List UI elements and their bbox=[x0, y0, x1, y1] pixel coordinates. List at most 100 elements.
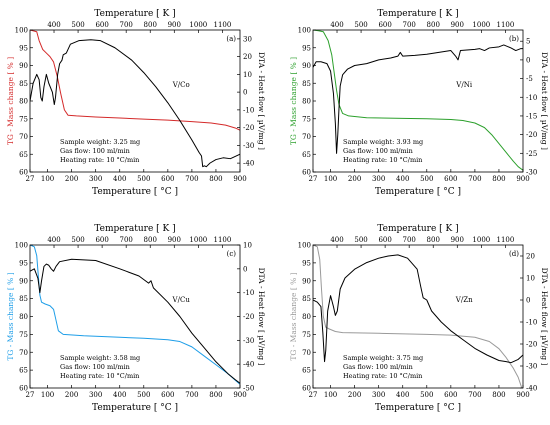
left-axis-title: TG - Mass change [ % ] bbox=[6, 272, 15, 360]
left-tick-label: 75 bbox=[19, 115, 28, 123]
top-tick-label: 700 bbox=[119, 21, 132, 29]
x-tick-label: 500 bbox=[137, 391, 150, 399]
right-tick-label: -30 bbox=[526, 169, 537, 177]
x-tick-label: 400 bbox=[396, 175, 409, 183]
measurement-note: Gas flow: 100 ml/min bbox=[60, 363, 130, 371]
top-tick-label: 700 bbox=[119, 236, 132, 244]
right-tick-label: 5 bbox=[526, 38, 530, 46]
top-tick-label: 500 bbox=[71, 236, 84, 244]
left-tick-label: 95 bbox=[19, 44, 28, 52]
measurement-note: Sample weight: 3.93 mg bbox=[343, 138, 423, 146]
top-tick-label: 1000 bbox=[472, 21, 490, 29]
right-tick-label: 30 bbox=[243, 35, 252, 43]
top-tick-label: 600 bbox=[95, 21, 108, 29]
top-tick-label: 1000 bbox=[189, 21, 207, 29]
x-tick-label: 900 bbox=[233, 391, 246, 399]
x-axis-title-celsius: Temperature [ °C ] bbox=[375, 403, 461, 413]
right-tick-label: -40 bbox=[243, 361, 254, 369]
right-axis-title: DTA - Heat flow [ µV/mg ] bbox=[540, 52, 549, 150]
x-tick-label: 400 bbox=[396, 391, 409, 399]
right-tick-label: 10 bbox=[243, 71, 252, 79]
right-tick-label: -30 bbox=[243, 142, 254, 150]
top-tick-label: 400 bbox=[330, 21, 343, 29]
top-axis-title-kelvin: Temperature [ K ] bbox=[94, 224, 175, 234]
sample-label: V/Ni bbox=[455, 81, 473, 89]
panel-tag: (c) bbox=[227, 250, 237, 258]
top-axis-title-kelvin: Temperature [ K ] bbox=[94, 9, 175, 19]
top-tick-label: 1100 bbox=[213, 236, 231, 244]
top-tick-label: 900 bbox=[168, 21, 181, 29]
left-axis-title: TG - Mass change [ % ] bbox=[289, 57, 298, 145]
x-axis-title-celsius: Temperature [ °C ] bbox=[375, 187, 461, 197]
left-tick-label: 70 bbox=[19, 133, 28, 141]
right-tick-label: -10 bbox=[243, 106, 254, 114]
left-tick-label: 75 bbox=[302, 331, 311, 339]
sample-label: V/Cu bbox=[172, 296, 191, 304]
right-tick-label: 20 bbox=[526, 253, 535, 261]
right-tick-label: -30 bbox=[243, 337, 254, 345]
x-axis-title-celsius: Temperature [ °C ] bbox=[92, 187, 178, 197]
left-tick-label: 65 bbox=[19, 367, 28, 375]
tg-mass-change-line bbox=[313, 30, 523, 171]
x-tick-label: 200 bbox=[65, 391, 78, 399]
panel-tag: (a) bbox=[226, 35, 236, 43]
left-tick-label: 80 bbox=[19, 313, 28, 321]
dta-heat-flow-line bbox=[30, 39, 240, 168]
x-tick-label: 500 bbox=[137, 175, 150, 183]
left-axis-title: TG - Mass change [ % ] bbox=[289, 272, 298, 360]
x-tick-label: 300 bbox=[89, 175, 102, 183]
top-tick-label: 600 bbox=[378, 21, 391, 29]
x-tick-label: 300 bbox=[372, 175, 385, 183]
x-tick-label: 27 bbox=[26, 391, 35, 399]
x-tick-label: 100 bbox=[41, 175, 54, 183]
left-tick-label: 65 bbox=[19, 151, 28, 159]
left-tick-label: 80 bbox=[19, 98, 28, 106]
measurement-note: Sample weight: 3.75 mg bbox=[343, 354, 423, 362]
x-tick-label: 600 bbox=[161, 391, 174, 399]
sample-label: V/Co bbox=[172, 81, 190, 89]
top-tick-label: 700 bbox=[402, 21, 415, 29]
left-tick-label: 100 bbox=[298, 27, 311, 35]
left-tick-label: 75 bbox=[302, 115, 311, 123]
right-tick-label: -30 bbox=[526, 363, 537, 371]
top-tick-label: 400 bbox=[330, 236, 343, 244]
x-tick-label: 300 bbox=[89, 391, 102, 399]
top-tick-label: 400 bbox=[47, 236, 60, 244]
left-tick-label: 65 bbox=[302, 151, 311, 159]
measurement-note: Heating rate: 10 °C/min bbox=[60, 372, 139, 380]
x-tick-label: 600 bbox=[444, 391, 457, 399]
left-tick-label: 100 bbox=[298, 242, 311, 250]
sample-label: V/Zn bbox=[455, 296, 473, 304]
left-tick-label: 95 bbox=[302, 44, 311, 52]
panel-tag: (b) bbox=[509, 35, 519, 43]
top-tick-label: 500 bbox=[354, 21, 367, 29]
right-tick-label: 0 bbox=[526, 56, 530, 64]
x-tick-label: 27 bbox=[309, 175, 318, 183]
tg-mass-change-line bbox=[313, 245, 523, 388]
x-tick-label: 200 bbox=[348, 175, 361, 183]
x-tick-label: 800 bbox=[492, 175, 505, 183]
top-tick-label: 700 bbox=[402, 236, 415, 244]
x-tick-label: 700 bbox=[185, 175, 198, 183]
top-tick-label: 900 bbox=[451, 21, 464, 29]
x-tick-label: 27 bbox=[26, 175, 35, 183]
top-tick-label: 1100 bbox=[496, 21, 514, 29]
x-tick-label: 700 bbox=[185, 391, 198, 399]
right-tick-label: -5 bbox=[526, 75, 533, 83]
measurement-note: Sample weight: 3.25 mg bbox=[60, 138, 140, 146]
top-tick-label: 900 bbox=[168, 236, 181, 244]
top-tick-label: 800 bbox=[144, 21, 157, 29]
dta-heat-flow-line bbox=[30, 258, 240, 384]
right-tick-label: -10 bbox=[243, 289, 254, 297]
top-axis-title-kelvin: Temperature [ K ] bbox=[377, 9, 458, 19]
right-tick-label: -20 bbox=[243, 124, 254, 132]
left-axis-title: TG - Mass change [ % ] bbox=[6, 57, 15, 145]
right-tick-label: -15 bbox=[526, 112, 537, 120]
left-tick-label: 85 bbox=[302, 80, 311, 88]
left-tick-label: 60 bbox=[19, 385, 28, 393]
top-tick-label: 600 bbox=[95, 236, 108, 244]
top-tick-label: 1000 bbox=[472, 236, 490, 244]
left-tick-label: 90 bbox=[19, 277, 28, 285]
left-tick-label: 60 bbox=[19, 169, 28, 177]
left-tick-label: 75 bbox=[19, 331, 28, 339]
